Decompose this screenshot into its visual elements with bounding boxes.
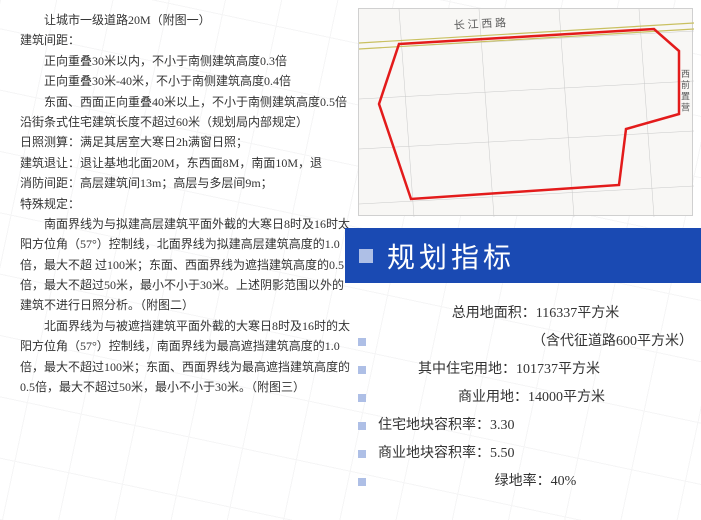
metric-text: 总用地面积：116337平方米 bbox=[378, 300, 693, 328]
para-north: 北面界线为与被遮挡建筑平面外截的大寒日8时及16时的太阳方位角（57°）控制线，… bbox=[20, 316, 350, 398]
square-bullet-icon bbox=[358, 478, 366, 486]
metric-text: 商业地块容积率：5.50 bbox=[378, 440, 693, 468]
title-bullet-icon bbox=[359, 249, 373, 263]
heading-special: 特殊规定： bbox=[20, 194, 350, 214]
square-bullet-icon bbox=[358, 338, 366, 346]
site-map-svg: 长 江 西 路 西 前 置 营 bbox=[359, 9, 694, 217]
line-overlap-3040: 正向重叠30米-40米，不小于南侧建筑高度0.4倍 bbox=[20, 71, 350, 91]
metric-text: 绿地率：40% bbox=[378, 468, 693, 496]
map-east-label: 西 前 置 营 bbox=[680, 69, 690, 113]
metric-text: 商业用地：14000平方米 bbox=[378, 384, 693, 412]
heading-spacing: 建筑间距： bbox=[20, 30, 350, 50]
site-map: 长 江 西 路 西 前 置 营 bbox=[358, 8, 693, 216]
metric-text: 住宅地块容积率：3.30 bbox=[378, 412, 693, 440]
metric-row: 商业地块容积率：5.50 bbox=[358, 440, 693, 468]
regulation-text-column: 让城市一级道路20M（附图一） 建筑间距： 正向重叠30米以内，不小于南侧建筑高… bbox=[20, 10, 350, 397]
square-bullet-icon bbox=[358, 394, 366, 402]
metric-row: 总用地面积：116337平方米 bbox=[358, 300, 693, 328]
metric-text: 其中住宅用地：101737平方米 bbox=[378, 356, 693, 384]
line-setback: 建筑退让：退让基地北面20M，东西面8M，南面10M，退 bbox=[20, 153, 350, 173]
section-title-text: 规划指标 bbox=[387, 236, 515, 276]
section-title-band: 规划指标 bbox=[345, 228, 701, 283]
metric-row: （含代征道路600平方米） bbox=[358, 328, 693, 356]
line-street-60m: 沿街条式住宅建筑长度不超过60米（规划局内部规定） bbox=[20, 112, 350, 132]
metric-row: 商业用地：14000平方米 bbox=[358, 384, 693, 412]
map-road-label: 长 江 西 路 bbox=[453, 16, 506, 32]
line-overlap-30: 正向重叠30米以内，不小于南侧建筑高度0.3倍 bbox=[20, 51, 350, 71]
metric-text: （含代征道路600平方米） bbox=[378, 328, 693, 356]
metric-row: 绿地率：40% bbox=[358, 468, 693, 496]
metric-row: 住宅地块容积率：3.30 bbox=[358, 412, 693, 440]
line-sunlight: 日照测算：满足其居室大寒日2h满窗日照； bbox=[20, 132, 350, 152]
square-bullet-icon bbox=[358, 422, 366, 430]
square-bullet-icon bbox=[358, 366, 366, 374]
metric-row: 其中住宅用地：101737平方米 bbox=[358, 356, 693, 384]
line-fire: 消防间距：高层建筑间13m；高层与多层间9m； bbox=[20, 173, 350, 193]
para-south: 南面界线为与拟建高层建筑平面外截的大寒日8时及16时太阳方位角（57°）控制线，… bbox=[20, 214, 350, 316]
line-road-20m: 让城市一级道路20M（附图一） bbox=[20, 10, 350, 30]
square-bullet-icon bbox=[358, 450, 366, 458]
map-site-outline bbox=[379, 29, 679, 199]
planning-metrics-list: 总用地面积：116337平方米（含代征道路600平方米）其中住宅用地：10173… bbox=[358, 300, 693, 496]
line-overlap-40: 东面、西面正向重叠40米以上，不小于南侧建筑高度0.5倍 bbox=[20, 92, 350, 112]
